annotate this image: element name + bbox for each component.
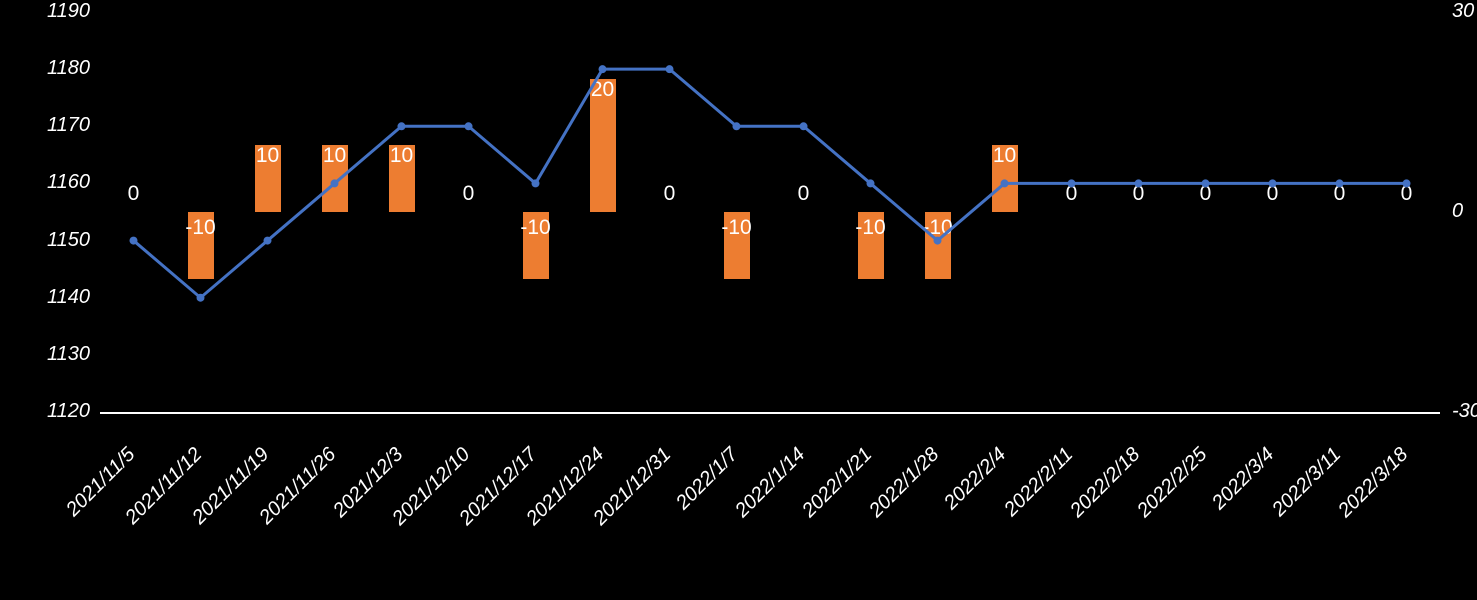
line-marker bbox=[465, 122, 473, 130]
line-marker bbox=[934, 237, 942, 245]
line-marker bbox=[1068, 179, 1076, 187]
line-marker bbox=[1269, 179, 1277, 187]
line-marker bbox=[264, 237, 272, 245]
line-marker bbox=[1001, 179, 1009, 187]
line-marker bbox=[599, 65, 607, 73]
line-marker bbox=[398, 122, 406, 130]
line-marker bbox=[532, 179, 540, 187]
chart-container: 11201130114011501160117011801190-300300-… bbox=[0, 0, 1477, 600]
line-marker bbox=[1403, 179, 1411, 187]
line-marker bbox=[1336, 179, 1344, 187]
line-marker bbox=[1135, 179, 1143, 187]
line-marker bbox=[867, 179, 875, 187]
line-marker bbox=[733, 122, 741, 130]
line-marker bbox=[331, 179, 339, 187]
line-marker bbox=[197, 294, 205, 302]
line-marker bbox=[130, 237, 138, 245]
line-marker bbox=[666, 65, 674, 73]
line-marker bbox=[800, 122, 808, 130]
line-marker bbox=[1202, 179, 1210, 187]
